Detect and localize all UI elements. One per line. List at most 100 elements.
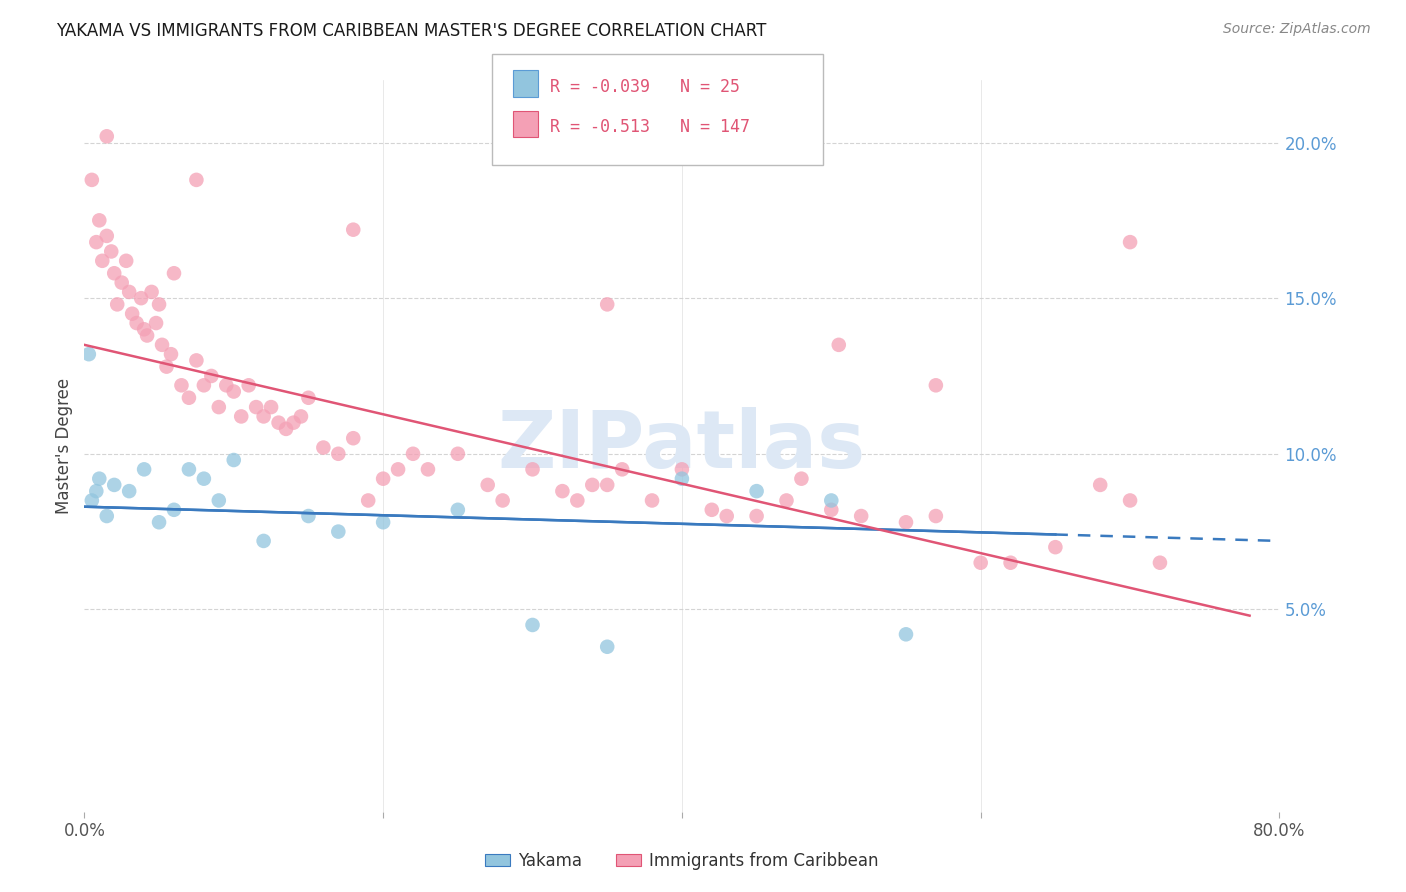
Point <box>222 384 245 399</box>
Point <box>402 447 425 461</box>
Point <box>96 509 118 524</box>
Point <box>231 409 253 424</box>
Point <box>132 462 156 476</box>
Point <box>163 503 186 517</box>
Point <box>121 307 143 321</box>
Point <box>193 472 215 486</box>
Point <box>1045 540 1067 554</box>
Point <box>148 297 170 311</box>
Point <box>342 222 364 236</box>
Point <box>290 409 312 424</box>
Point <box>416 462 439 476</box>
Point <box>238 378 260 392</box>
Point <box>96 129 118 144</box>
Point <box>671 472 693 486</box>
Text: R = -0.513   N = 147: R = -0.513 N = 147 <box>550 118 749 136</box>
Point <box>610 462 633 476</box>
Point <box>328 447 350 461</box>
Point <box>103 266 125 280</box>
Point <box>522 618 544 632</box>
Point <box>200 368 222 383</box>
Point <box>105 297 128 311</box>
Point <box>177 391 200 405</box>
Point <box>86 484 108 499</box>
Point <box>745 509 768 524</box>
Point <box>447 447 470 461</box>
Point <box>89 472 111 486</box>
Point <box>581 478 603 492</box>
Point <box>125 316 148 330</box>
Point <box>371 472 394 486</box>
Point <box>96 228 118 243</box>
Point <box>91 253 114 268</box>
Point <box>790 472 813 486</box>
Point <box>115 253 138 268</box>
Point <box>328 524 350 539</box>
Point <box>828 338 851 352</box>
Point <box>894 515 917 529</box>
Point <box>177 462 200 476</box>
Point <box>129 291 152 305</box>
Point <box>849 509 872 524</box>
Point <box>86 235 108 249</box>
Point <box>925 509 948 524</box>
Point <box>215 378 238 392</box>
Point <box>118 285 141 299</box>
Point <box>274 422 297 436</box>
Point <box>208 493 231 508</box>
Point <box>150 338 173 352</box>
Point <box>1119 235 1142 249</box>
Legend: Yakama, Immigrants from Caribbean: Yakama, Immigrants from Caribbean <box>478 846 886 877</box>
Text: Source: ZipAtlas.com: Source: ZipAtlas.com <box>1223 22 1371 37</box>
Point <box>342 431 364 445</box>
Point <box>148 515 170 529</box>
Point <box>267 416 290 430</box>
Text: ZIPatlas: ZIPatlas <box>498 407 866 485</box>
Point <box>77 347 100 361</box>
Text: YAKAMA VS IMMIGRANTS FROM CARIBBEAN MASTER'S DEGREE CORRELATION CHART: YAKAMA VS IMMIGRANTS FROM CARIBBEAN MAST… <box>56 22 766 40</box>
Text: R = -0.039   N = 25: R = -0.039 N = 25 <box>550 78 740 95</box>
Point <box>775 493 797 508</box>
Point <box>193 378 215 392</box>
Point <box>80 173 103 187</box>
Point <box>163 266 186 280</box>
Point <box>894 627 917 641</box>
Point <box>155 359 177 374</box>
Point <box>170 378 193 392</box>
Point <box>567 493 589 508</box>
Point <box>641 493 664 508</box>
Point <box>100 244 122 259</box>
Point <box>160 347 183 361</box>
Point <box>208 400 231 414</box>
Point <box>141 285 163 299</box>
Point <box>260 400 283 414</box>
Point <box>551 484 574 499</box>
Point <box>387 462 409 476</box>
Point <box>477 478 499 492</box>
Point <box>222 453 245 467</box>
Point <box>820 493 842 508</box>
Point <box>283 416 305 430</box>
Point <box>186 173 208 187</box>
Point <box>1119 493 1142 508</box>
Point <box>297 391 319 405</box>
Y-axis label: Master's Degree: Master's Degree <box>55 378 73 514</box>
Point <box>716 509 738 524</box>
Point <box>447 503 470 517</box>
Point <box>820 503 842 517</box>
Point <box>297 509 319 524</box>
Point <box>111 276 134 290</box>
Point <box>671 462 693 476</box>
Point <box>136 328 159 343</box>
Point <box>700 503 723 517</box>
Point <box>745 484 768 499</box>
Point <box>596 640 619 654</box>
Point <box>118 484 141 499</box>
Point <box>925 378 948 392</box>
Point <box>245 400 267 414</box>
Point <box>253 409 276 424</box>
Point <box>522 462 544 476</box>
Point <box>186 353 208 368</box>
Point <box>132 322 156 336</box>
Point <box>492 493 515 508</box>
